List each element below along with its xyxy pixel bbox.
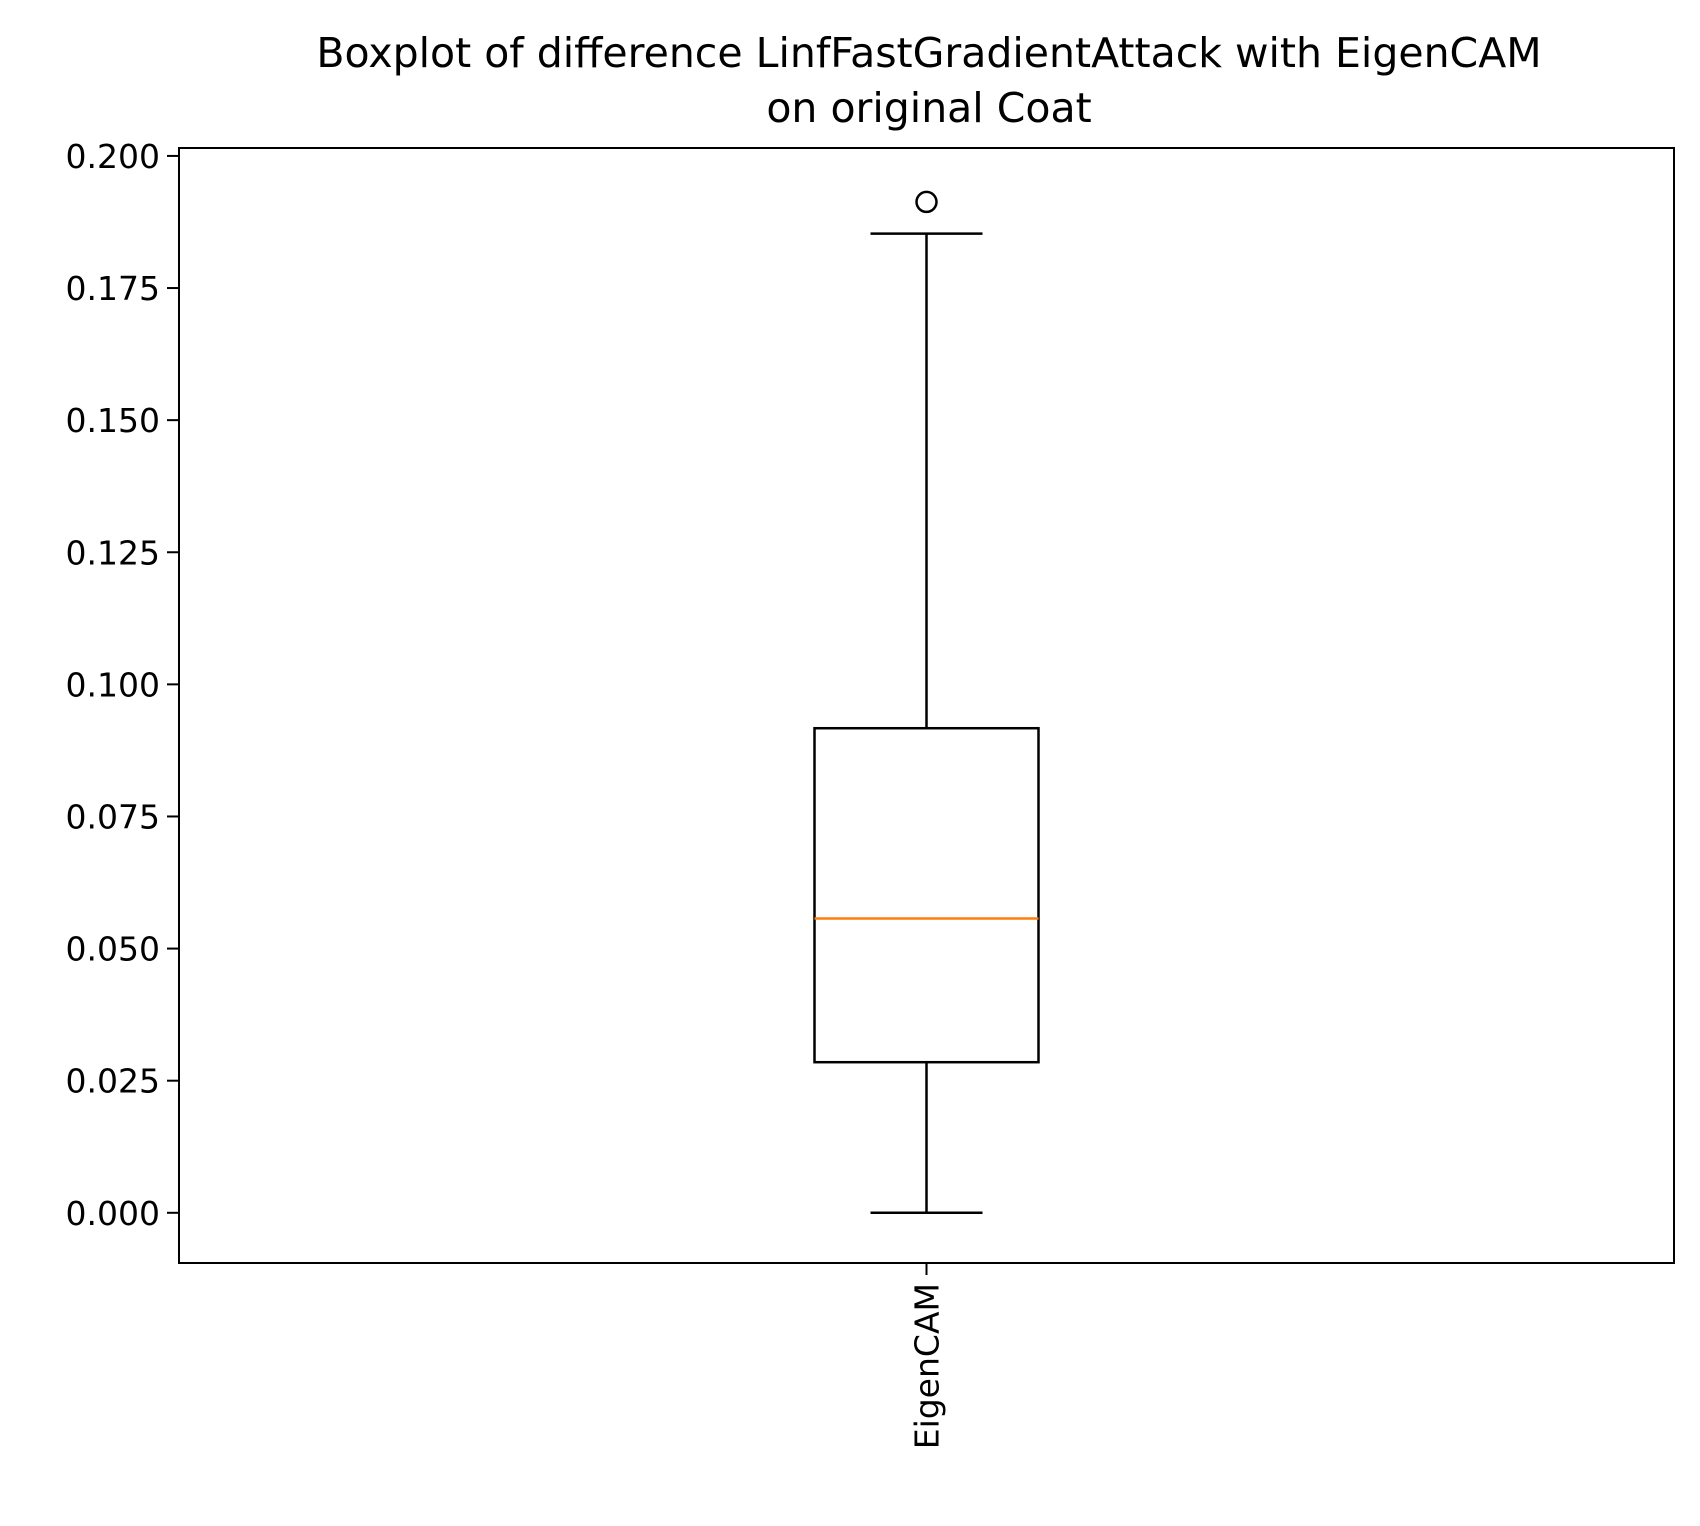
chart-title-line-1: Boxplot of difference LinfFastGradientAt…: [316, 29, 1541, 77]
y-tick-label: 0.150: [66, 401, 160, 440]
plot-marks: [813, 190, 1040, 1215]
outlier-point: [915, 190, 938, 214]
y-tick-label: 0.175: [66, 269, 160, 308]
y-tick-label: 0.075: [66, 797, 160, 836]
x-axis: EigenCAM: [908, 1263, 947, 1449]
y-tick-label: 0.000: [66, 1194, 160, 1233]
x-tick-label: EigenCAM: [908, 1283, 947, 1449]
y-tick-label: 0.050: [66, 930, 160, 969]
box-body: [813, 726, 1040, 1064]
y-axis: 0.000 0.025 0.050 0.075 0.100 0.125 0.150 0.175…: [66, 137, 179, 1233]
plot-frame: [178, 147, 1675, 1264]
y-tick-label: 0.125: [66, 533, 160, 572]
y-tick-label: 0.100: [66, 665, 160, 704]
y-tick-label: 0.200: [66, 137, 160, 176]
chart-title-line-2: on original Coat: [766, 84, 1091, 132]
y-tick-label: 0.025: [66, 1062, 160, 1101]
